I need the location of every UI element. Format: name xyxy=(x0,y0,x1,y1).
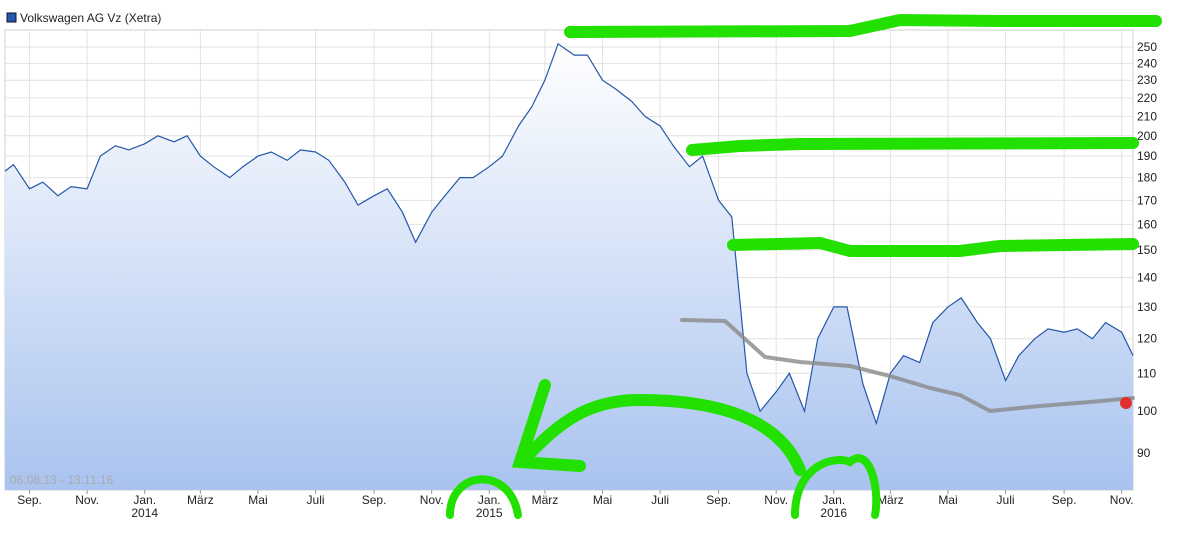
x-tick-label: Juli xyxy=(307,493,325,507)
x-tick-label: Nov. xyxy=(420,493,444,507)
y-tick-label: 150 xyxy=(1137,243,1157,257)
x-tick-label: Sep. xyxy=(17,493,42,507)
x-tick-label: März xyxy=(187,493,214,507)
x-tick-label: März xyxy=(532,493,559,507)
y-tick-label: 230 xyxy=(1137,73,1157,87)
x-tick-label: Jan. xyxy=(133,493,156,507)
drawn-line xyxy=(680,318,1135,414)
drawn-stroke xyxy=(686,137,1139,156)
x-tick-label: Juli xyxy=(651,493,669,507)
drawn-stroke xyxy=(791,454,881,519)
y-tick-label: 130 xyxy=(1137,300,1157,314)
date-range: 06.08.13 - 13.11.16 xyxy=(10,473,114,487)
drawn-arrow xyxy=(511,379,806,476)
x-tick-label: Mai xyxy=(248,493,267,507)
y-tick-label: 240 xyxy=(1137,56,1157,70)
x-tick-label: Sep. xyxy=(1052,493,1077,507)
x-tick-label: Sep. xyxy=(362,493,387,507)
y-tick-label: 90 xyxy=(1137,446,1151,460)
x-tick-label: Nov. xyxy=(764,493,788,507)
x-tick-label: Juli xyxy=(997,493,1015,507)
y-tick-label: 210 xyxy=(1137,109,1157,123)
price-line xyxy=(4,42,1134,426)
x-tick-label: März xyxy=(877,493,904,507)
x-tick-label: Jan. xyxy=(822,493,845,507)
x-tick-label: Mai xyxy=(938,493,957,507)
y-tick-label: 120 xyxy=(1137,332,1157,346)
plot xyxy=(4,42,1134,491)
area-fill xyxy=(5,43,1133,491)
x-tick-label: Nov. xyxy=(75,493,99,507)
y-tick-label: 110 xyxy=(1137,366,1156,380)
y-tick-label: 140 xyxy=(1137,270,1157,284)
legend-label: Volkswagen AG Vz (Xetra) xyxy=(20,11,161,25)
y-tick-label: 190 xyxy=(1137,149,1157,163)
drawn-stroke xyxy=(727,236,1139,257)
x-tick-label: Jan. xyxy=(478,493,501,507)
x-tick-year: 2016 xyxy=(820,506,847,520)
y-tick-label: 220 xyxy=(1137,91,1157,105)
x-tick-label: Nov. xyxy=(1110,493,1134,507)
x-tick-year: 2015 xyxy=(476,506,503,520)
x-tick-label: Sep. xyxy=(706,493,731,507)
x-tick-year: 2014 xyxy=(131,506,158,520)
drawn-stroke xyxy=(564,13,1162,38)
y-tick-label: 170 xyxy=(1137,193,1157,207)
drawn-annotations xyxy=(446,13,1162,519)
y-tick-label: 250 xyxy=(1137,40,1157,54)
legend-swatch xyxy=(6,12,17,23)
drawn-dot xyxy=(1120,397,1132,409)
y-tick-label: 180 xyxy=(1137,171,1157,185)
x-tick-label: Mai xyxy=(593,493,612,507)
drawn-stroke xyxy=(446,475,522,519)
y-tick-label: 100 xyxy=(1137,404,1157,418)
y-tick-label: 160 xyxy=(1137,217,1157,231)
y-tick-label: 200 xyxy=(1137,129,1157,143)
